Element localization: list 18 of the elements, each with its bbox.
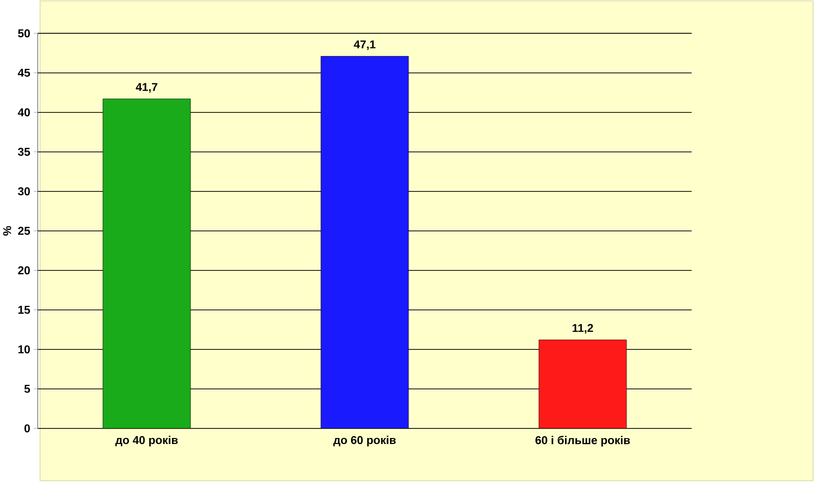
y-tick-label: 0: [24, 424, 30, 433]
y-tick-label: 45: [18, 69, 30, 77]
y-tick-label: 30: [18, 187, 30, 196]
x-tick-label: до 60 років: [333, 436, 396, 447]
data-label: 41,7: [136, 83, 158, 93]
y-tick-label: 20: [18, 266, 30, 275]
y-tick-label: 40: [18, 108, 30, 117]
y-tick-label: 5: [24, 385, 30, 393]
data-label: 11,2: [572, 324, 594, 334]
x-tick-label: до 40 років: [115, 436, 178, 447]
y-tick-label: 15: [18, 306, 30, 314]
y-tick-label: 35: [18, 148, 30, 156]
y-tick-label: 10: [18, 345, 30, 354]
data-label: 47,1: [354, 40, 376, 50]
y-axis-title: %: [3, 226, 12, 236]
y-tick-label: 25: [18, 226, 30, 236]
x-tick-label: 60 і більше років: [535, 436, 630, 447]
y-tick-label: 50: [18, 29, 30, 38]
